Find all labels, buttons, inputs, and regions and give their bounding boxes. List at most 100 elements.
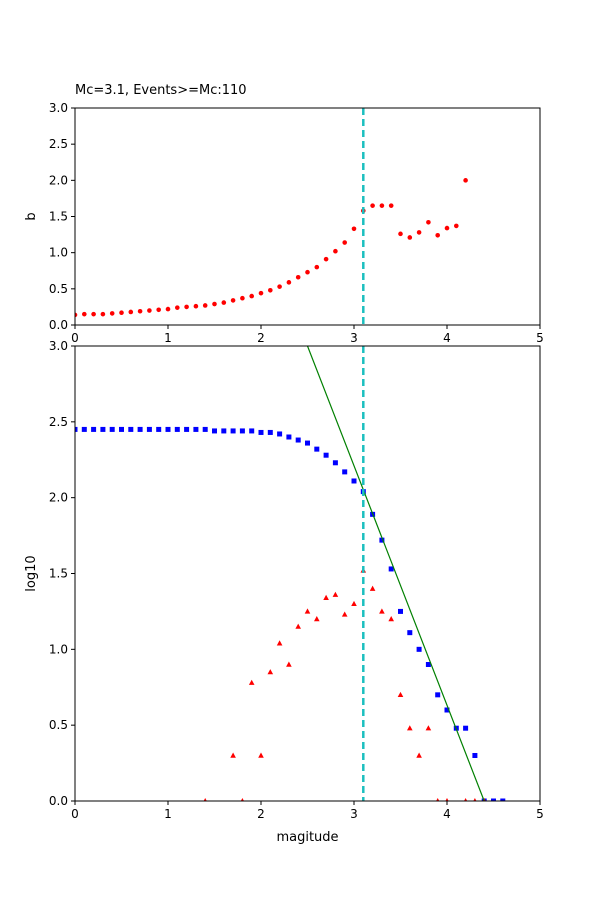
plot-area bbox=[75, 346, 506, 801]
data-point bbox=[258, 752, 264, 758]
data-point bbox=[314, 264, 320, 270]
y-axis-label: b bbox=[24, 212, 39, 220]
data-point bbox=[454, 223, 459, 229]
data-point bbox=[369, 585, 376, 591]
data-point bbox=[119, 310, 124, 316]
data-point bbox=[258, 429, 264, 435]
data-point bbox=[463, 178, 468, 183]
y-tick-label: 2.0 bbox=[49, 491, 68, 505]
data-point bbox=[128, 426, 134, 432]
data-point bbox=[286, 434, 292, 440]
data-point bbox=[230, 752, 236, 758]
data-point bbox=[230, 428, 236, 434]
data-point bbox=[268, 287, 273, 293]
data-point bbox=[426, 219, 431, 225]
frequency-magnitude-panel: 0 1 2 3 4 5 0.0 0.5 1.0 1.5 2.0 2.5 3.0 log10 magitude bbox=[24, 339, 544, 845]
data-point bbox=[445, 798, 449, 801]
y-axis-label: log10 bbox=[24, 555, 39, 591]
data-point bbox=[109, 426, 115, 432]
data-point bbox=[91, 311, 96, 317]
data-point bbox=[342, 240, 348, 245]
y-tick-label: 1.0 bbox=[49, 642, 68, 656]
data-point bbox=[305, 269, 310, 275]
x-tick-label: 4 bbox=[443, 807, 451, 821]
data-point bbox=[156, 307, 161, 313]
data-point bbox=[388, 616, 394, 622]
data-point bbox=[463, 725, 469, 731]
data-point bbox=[351, 478, 357, 484]
data-point bbox=[304, 608, 311, 614]
data-point bbox=[491, 798, 496, 801]
data-point bbox=[147, 308, 152, 313]
x-tick-label: 2 bbox=[257, 807, 265, 821]
x-tick-label: 4 bbox=[443, 331, 451, 345]
data-point bbox=[203, 798, 207, 801]
data-point bbox=[240, 295, 245, 301]
data-point bbox=[341, 611, 348, 617]
data-point bbox=[184, 426, 190, 432]
data-point bbox=[286, 280, 292, 285]
data-point bbox=[332, 460, 338, 466]
data-point bbox=[212, 428, 217, 434]
data-point bbox=[407, 725, 413, 731]
data-point bbox=[379, 203, 385, 208]
data-point bbox=[146, 426, 152, 432]
y-tick-label: 0.0 bbox=[49, 794, 68, 808]
data-point bbox=[221, 428, 227, 434]
x-tick-label: 5 bbox=[536, 807, 544, 821]
x-tick-label: 2 bbox=[257, 331, 265, 345]
x-axis-label: magitude bbox=[276, 830, 338, 845]
data-point bbox=[295, 274, 301, 280]
data-point bbox=[221, 300, 227, 305]
b-value-panel: 0 1 2 3 4 5 0.0 0.5 1.0 1.5 2.0 2.5 3.0 b bbox=[24, 101, 544, 345]
data-point bbox=[463, 798, 468, 801]
data-point bbox=[81, 426, 87, 432]
data-point bbox=[407, 235, 413, 240]
data-point bbox=[323, 256, 329, 262]
x-tick-label: 1 bbox=[164, 807, 172, 821]
figure-title: Mc=3.1, Events>=Mc:110 bbox=[75, 83, 247, 98]
y-tick-label: 2.5 bbox=[49, 415, 68, 429]
fit-line bbox=[306, 346, 485, 801]
x-tick-label: 0 bbox=[71, 331, 79, 345]
data-point bbox=[295, 437, 301, 443]
y-tick-label: 0.0 bbox=[49, 318, 68, 332]
data-point bbox=[323, 452, 329, 458]
data-point bbox=[407, 630, 413, 636]
data-point bbox=[305, 440, 310, 446]
data-point bbox=[276, 640, 283, 646]
data-point bbox=[100, 426, 106, 432]
y-tick-label: 1.0 bbox=[49, 246, 68, 260]
data-point bbox=[416, 646, 422, 652]
data-point bbox=[435, 692, 441, 698]
x-tick-label: 3 bbox=[350, 807, 358, 821]
x-tick-label: 1 bbox=[164, 331, 172, 345]
y-tick-label: 3.0 bbox=[49, 101, 68, 115]
data-point bbox=[351, 600, 357, 607]
y-tick-label: 0.5 bbox=[49, 718, 68, 732]
x-tick-label: 5 bbox=[536, 331, 544, 345]
data-point bbox=[174, 426, 180, 432]
data-point bbox=[239, 428, 245, 434]
data-point bbox=[436, 798, 440, 801]
data-point bbox=[109, 311, 115, 316]
data-point bbox=[416, 230, 422, 235]
data-point bbox=[500, 798, 506, 801]
data-point bbox=[388, 203, 394, 208]
data-point bbox=[314, 616, 320, 622]
data-point bbox=[240, 798, 245, 801]
data-point bbox=[398, 608, 403, 614]
data-point bbox=[425, 662, 431, 667]
data-point bbox=[267, 429, 273, 435]
data-point bbox=[82, 311, 87, 317]
x-tick-label: 3 bbox=[350, 331, 358, 345]
plot-area bbox=[75, 108, 468, 325]
data-point bbox=[295, 623, 301, 629]
data-point bbox=[75, 426, 78, 432]
data-point bbox=[472, 753, 478, 758]
data-point bbox=[184, 304, 189, 310]
y-tick-label: 1.5 bbox=[49, 210, 68, 224]
data-point bbox=[267, 669, 274, 675]
